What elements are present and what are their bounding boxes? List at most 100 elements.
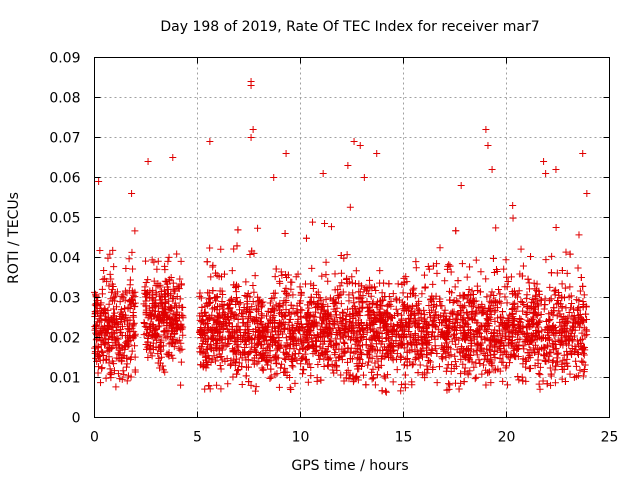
- data-point: [213, 312, 221, 320]
- data-point: [228, 323, 236, 331]
- data-point: [131, 342, 139, 350]
- data-point: [324, 361, 332, 369]
- data-point: [580, 344, 588, 352]
- y-tick-label: 0.04: [49, 251, 80, 267]
- data-point: [119, 367, 127, 375]
- data-point: [397, 339, 405, 347]
- data-point: [532, 327, 540, 334]
- data-point: [362, 341, 370, 349]
- data-point: [304, 378, 312, 386]
- data-point: [165, 253, 173, 261]
- data-point: [407, 304, 415, 312]
- data-point: [502, 364, 510, 372]
- data-point: [327, 223, 335, 231]
- data-point: [173, 283, 181, 291]
- data-point: [579, 358, 587, 366]
- data-point: [400, 279, 408, 287]
- data-point: [280, 354, 288, 362]
- data-point: [482, 126, 490, 133]
- data-point: [266, 336, 274, 344]
- data-point: [502, 350, 510, 358]
- data-point: [307, 372, 315, 380]
- data-point: [331, 286, 339, 294]
- grid-lines: [94, 57, 610, 418]
- data-point: [319, 302, 327, 310]
- data-point: [207, 341, 215, 349]
- data-point: [144, 314, 152, 322]
- data-point: [579, 150, 587, 157]
- data-point: [276, 306, 284, 314]
- data-point: [561, 359, 569, 367]
- data-point: [346, 203, 354, 211]
- data-point: [382, 388, 390, 396]
- data-point: [376, 311, 384, 319]
- data-point: [161, 298, 169, 306]
- data-point: [431, 342, 439, 350]
- data-point: [496, 355, 504, 363]
- data-point: [560, 365, 568, 373]
- data-point: [558, 337, 566, 345]
- data-point: [130, 328, 138, 336]
- data-point: [131, 353, 139, 361]
- data-point: [198, 303, 206, 311]
- data-point: [558, 360, 566, 368]
- data-point: [535, 287, 543, 295]
- data-point: [294, 336, 302, 344]
- data-point: [470, 331, 478, 339]
- data-point: [334, 292, 342, 300]
- data-point: [91, 349, 99, 357]
- data-point: [198, 340, 206, 348]
- data-point: [234, 315, 242, 323]
- data-point: [283, 341, 291, 349]
- data-point: [166, 322, 174, 330]
- data-point: [217, 245, 225, 253]
- x-tick-label: 25: [601, 430, 619, 446]
- data-point: [316, 355, 324, 363]
- data-point: [583, 190, 591, 197]
- data-point: [406, 358, 414, 366]
- data-point: [566, 250, 574, 258]
- data-point: [125, 287, 133, 295]
- data-point: [496, 367, 504, 375]
- data-point: [112, 383, 120, 391]
- data-point: [457, 182, 465, 189]
- data-point: [219, 326, 227, 334]
- data-point: [428, 333, 436, 341]
- data-point: [365, 350, 373, 358]
- data-point: [562, 304, 570, 312]
- data-point: [96, 246, 104, 254]
- data-point: [241, 344, 249, 352]
- data-point: [324, 342, 332, 350]
- data-point: [508, 328, 516, 336]
- data-point: [177, 358, 185, 366]
- data-point: [448, 310, 456, 318]
- data-point: [296, 299, 304, 307]
- data-point: [470, 348, 478, 356]
- data-point: [369, 374, 377, 382]
- data-point: [319, 170, 327, 177]
- y-tick-label: 0.09: [49, 51, 80, 67]
- data-point: [429, 262, 437, 270]
- data-point: [551, 379, 559, 387]
- data-point: [100, 267, 108, 275]
- data-point: [131, 302, 139, 310]
- data-point: [537, 335, 545, 343]
- data-point: [421, 283, 429, 291]
- data-point: [452, 362, 460, 370]
- data-point: [422, 318, 430, 326]
- data-point: [546, 316, 554, 324]
- data-point: [474, 342, 482, 350]
- data-point: [348, 279, 356, 287]
- data-point: [300, 366, 308, 374]
- data-point: [477, 344, 485, 352]
- data-point: [463, 310, 471, 318]
- data-point: [431, 315, 439, 323]
- data-point: [239, 313, 247, 321]
- data-point: [484, 369, 492, 377]
- data-point: [487, 299, 495, 307]
- data-point: [524, 275, 532, 283]
- data-point: [554, 349, 562, 357]
- data-point: [558, 280, 566, 288]
- data-point: [476, 288, 484, 296]
- data-point: [487, 291, 495, 299]
